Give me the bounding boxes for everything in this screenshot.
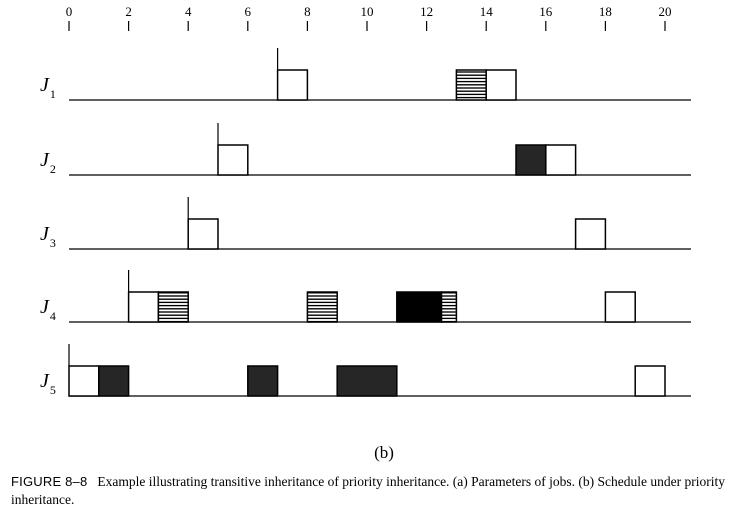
- job-label: J1: [40, 74, 56, 101]
- job-row: J5: [40, 344, 691, 397]
- execution-segment: [276, 69, 309, 101]
- execution-segment: [98, 365, 130, 397]
- execution-segment: [545, 144, 577, 176]
- execution-segment: [187, 218, 219, 250]
- execution-segment: [515, 144, 547, 176]
- job-label: J5: [40, 370, 56, 397]
- figure-number: FIGURE 8–8: [11, 474, 88, 489]
- tick-label: 18: [599, 4, 612, 19]
- execution-segment: [157, 291, 189, 323]
- job-row: J1: [40, 48, 691, 101]
- execution-segment: [634, 365, 666, 397]
- tick-label: 2: [125, 4, 132, 19]
- tick-label: 6: [245, 4, 252, 19]
- tick-label: 4: [185, 4, 192, 19]
- execution-segment: [217, 144, 249, 176]
- subfigure-label: (b): [374, 443, 394, 462]
- figure-caption: FIGURE 8–8 Example illustrating transitiv…: [11, 473, 726, 509]
- execution-segment: [485, 69, 517, 101]
- job-row: J2: [40, 123, 691, 176]
- job-timelines: J1 J2 J3 J4 J5: [40, 48, 691, 397]
- execution-segment: [247, 365, 279, 397]
- execution-segment: [396, 291, 443, 323]
- execution-segment: [574, 218, 607, 250]
- job-row: J3: [40, 197, 691, 250]
- execution-segment: [68, 365, 100, 397]
- time-axis: 0 2 4 6 8 10 12 14 16 18 20: [66, 4, 672, 31]
- tick-label: 8: [304, 4, 311, 19]
- tick-label: 0: [66, 4, 73, 19]
- execution-segment: [127, 291, 160, 323]
- tick-label: 16: [539, 4, 553, 19]
- tick-label: 10: [361, 4, 374, 19]
- caption-text: Example illustrating transitive inherita…: [11, 474, 725, 507]
- execution-segment: [440, 291, 458, 323]
- tick-label: 12: [420, 4, 433, 19]
- tick-label: 14: [480, 4, 494, 19]
- schedule-diagram: 0 2 4 6 8 10 12 14 16 18 20 J1 J2 J3 J4 J5 (b): [40, 4, 691, 462]
- execution-segment: [455, 69, 487, 101]
- job-label: J2: [40, 149, 56, 176]
- execution-segment: [306, 291, 338, 323]
- job-row: J4: [40, 270, 691, 323]
- execution-segment: [604, 291, 636, 323]
- job-label: J4: [40, 296, 56, 323]
- execution-segment: [336, 365, 398, 397]
- job-label: J3: [40, 223, 56, 250]
- tick-label: 20: [659, 4, 672, 19]
